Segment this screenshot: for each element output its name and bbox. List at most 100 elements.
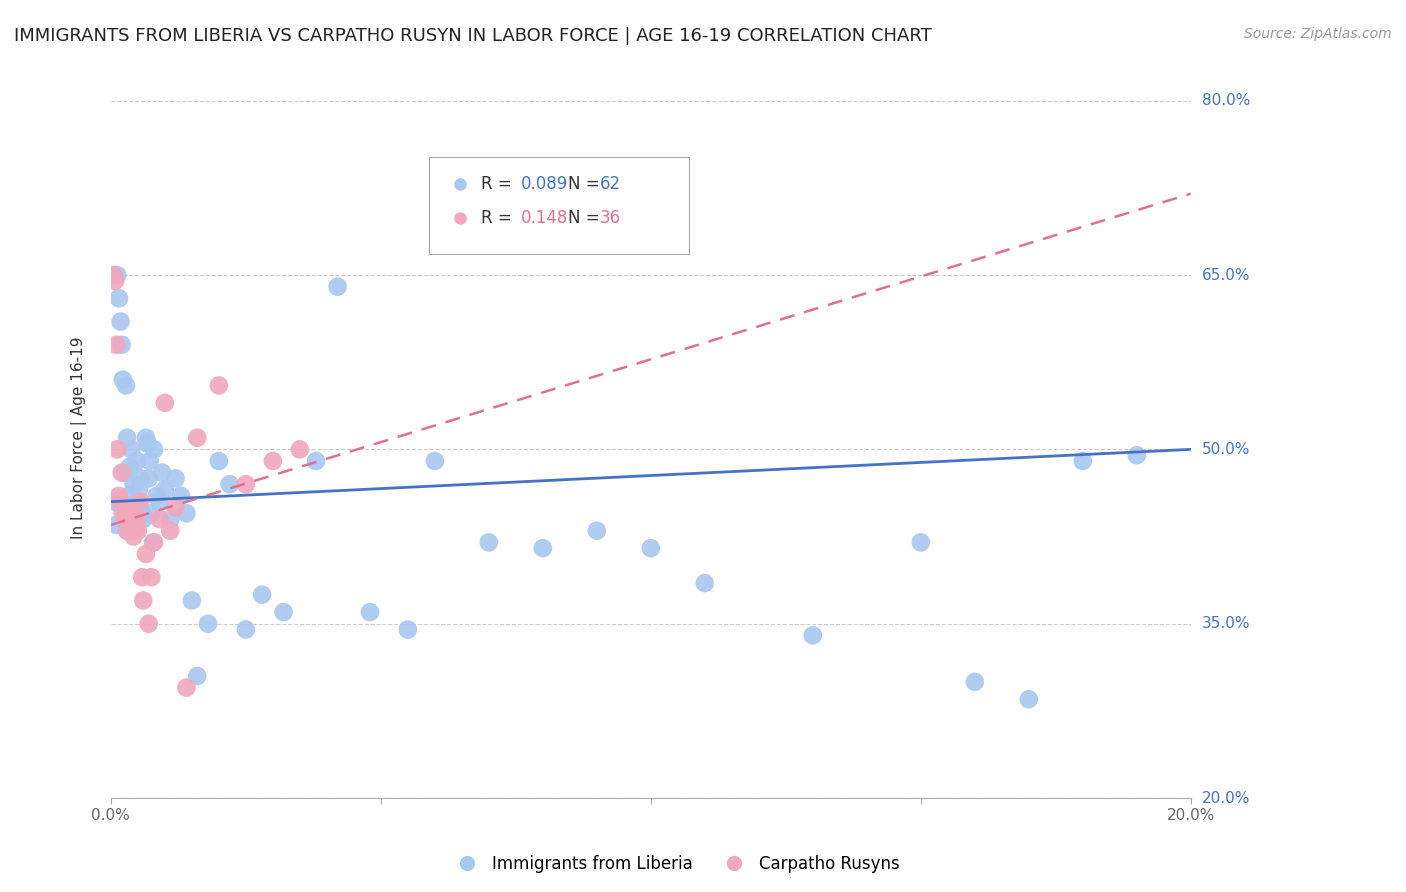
Point [131,506,153,520]
Point [104,274,127,288]
Point [117,489,139,503]
Point [176,681,198,695]
Point [145,489,167,503]
Point [262,454,284,468]
Point [478,535,501,549]
Point [153,483,176,497]
FancyBboxPatch shape [429,157,689,254]
Text: 36: 36 [600,209,621,227]
Point [121,500,143,515]
Point [963,674,986,689]
Point [108,489,131,503]
Point [153,396,176,410]
Point [104,494,127,508]
Point [165,500,187,515]
Point [143,442,166,457]
Point [208,378,231,392]
Point [159,524,181,538]
Text: R =: R = [481,175,517,193]
Point [693,576,716,591]
Point [135,431,157,445]
Point [136,436,159,450]
Point [186,431,208,445]
Point [124,517,146,532]
Point [110,494,132,508]
Y-axis label: In Labor Force | Age 16-19: In Labor Force | Age 16-19 [72,336,87,539]
Point [176,506,198,520]
Point [142,535,165,549]
Point [105,338,128,352]
Text: R =: R = [481,209,517,227]
Text: 0.148: 0.148 [522,209,568,227]
Point [165,471,187,485]
Point [135,547,157,561]
Point [585,524,607,538]
Point [124,524,146,538]
Point [531,541,554,556]
Point [120,517,142,532]
Point [112,500,135,515]
Text: 35.0%: 35.0% [1202,616,1250,632]
Point [118,517,141,532]
Point [111,506,134,520]
Text: 50.0%: 50.0% [1202,442,1250,457]
Point [170,489,193,503]
Point [423,454,446,468]
Text: N =: N = [568,175,605,193]
Text: 65.0%: 65.0% [1202,268,1250,283]
Point [250,588,273,602]
Legend: Immigrants from Liberia, Carpatho Rusyns: Immigrants from Liberia, Carpatho Rusyns [443,848,907,880]
Point [115,524,138,538]
Point [138,454,160,468]
Point [640,541,662,556]
Point [150,466,173,480]
Point [396,623,419,637]
Point [141,570,163,584]
Text: N =: N = [568,209,605,227]
Point [122,477,145,491]
Point [117,506,139,520]
Point [115,378,138,392]
Point [910,535,932,549]
Point [143,535,166,549]
Point [180,593,202,607]
Point [115,431,138,445]
Text: 20.0%: 20.0% [1202,790,1250,805]
Point [208,454,231,468]
Point [105,268,128,282]
Point [138,616,160,631]
Point [132,512,155,526]
Point [218,477,240,491]
Point [127,494,149,508]
Point [118,459,141,474]
Point [125,512,148,526]
Text: 62: 62 [600,175,621,193]
Text: 80.0%: 80.0% [1202,93,1250,108]
Point [111,373,134,387]
Point [105,517,128,532]
Point [112,466,135,480]
Point [141,506,163,520]
Point [129,471,152,485]
Text: IMMIGRANTS FROM LIBERIA VS CARPATHO RUSYN IN LABOR FORCE | AGE 16-19 CORRELATION: IMMIGRANTS FROM LIBERIA VS CARPATHO RUSY… [14,27,932,45]
Point [131,570,153,584]
Text: 0.089: 0.089 [522,175,568,193]
Point [120,442,142,457]
Point [148,512,170,526]
Point [1071,454,1094,468]
Point [122,530,145,544]
Point [125,454,148,468]
Point [288,442,311,457]
Text: Source: ZipAtlas.com: Source: ZipAtlas.com [1244,27,1392,41]
Point [197,616,219,631]
Point [110,314,132,328]
Point [1018,692,1040,706]
Point [108,291,131,305]
Point [235,623,257,637]
Point [127,524,149,538]
Point [121,506,143,520]
Point [273,605,295,619]
Point [326,279,349,293]
Point [128,483,150,497]
Point [115,524,138,538]
